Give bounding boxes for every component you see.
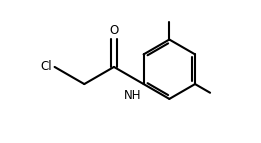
Text: Cl: Cl	[41, 60, 52, 74]
Text: O: O	[109, 24, 118, 37]
Text: NH: NH	[124, 89, 141, 102]
